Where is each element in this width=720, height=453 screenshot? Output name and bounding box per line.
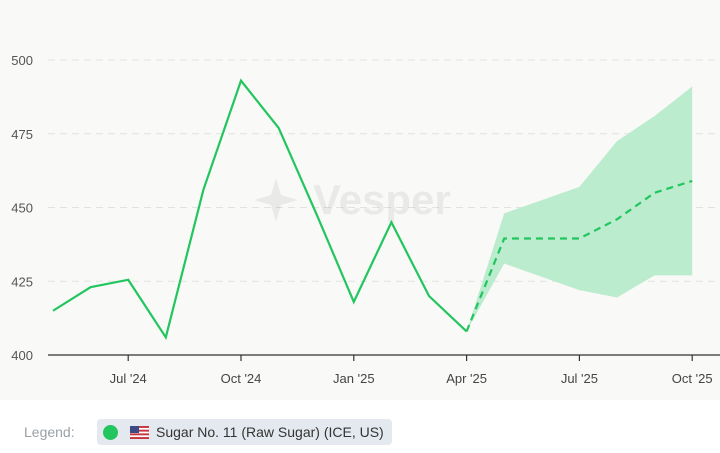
forecast-band [466,86,693,332]
chart-area: 400 425 450 475 500 Vesper Jul '24 Oct '24 Jan '… [11,53,720,386]
y-tick-label: 400 [11,348,33,363]
y-tick-label: 475 [11,127,33,142]
y-tick-label: 500 [11,53,33,68]
x-tick-label: Jan '25 [333,371,375,386]
x-tick-label: Jul '24 [110,371,147,386]
x-tick-label: Oct '25 [672,371,713,386]
legend: Legend: Sugar No. 11 (Raw Sugar) (ICE, U… [0,400,720,453]
us-flag-icon [130,425,149,439]
svg-text:Vesper: Vesper [313,176,451,223]
x-tick-label: Oct '24 [221,371,262,386]
legend-label: Legend: [24,424,75,440]
price-line [52,78,468,340]
x-tick-label: Jul '25 [561,371,598,386]
y-tick-label: 425 [11,274,33,289]
watermark: Vesper [254,176,451,223]
series-color-dot-icon [103,424,118,440]
legend-item-sugar[interactable]: Sugar No. 11 (Raw Sugar) (ICE, US) [97,419,392,445]
line-chart: 400 425 450 475 500 Vesper Jul '24 Oct '24 Jan '… [11,53,720,386]
legend-item-label: Sugar No. 11 (Raw Sugar) (ICE, US) [156,424,384,440]
x-tick-label: Apr '25 [446,371,487,386]
forecast-line [465,179,693,332]
sparkle-icon [254,178,298,222]
y-tick-label: 450 [11,201,33,216]
